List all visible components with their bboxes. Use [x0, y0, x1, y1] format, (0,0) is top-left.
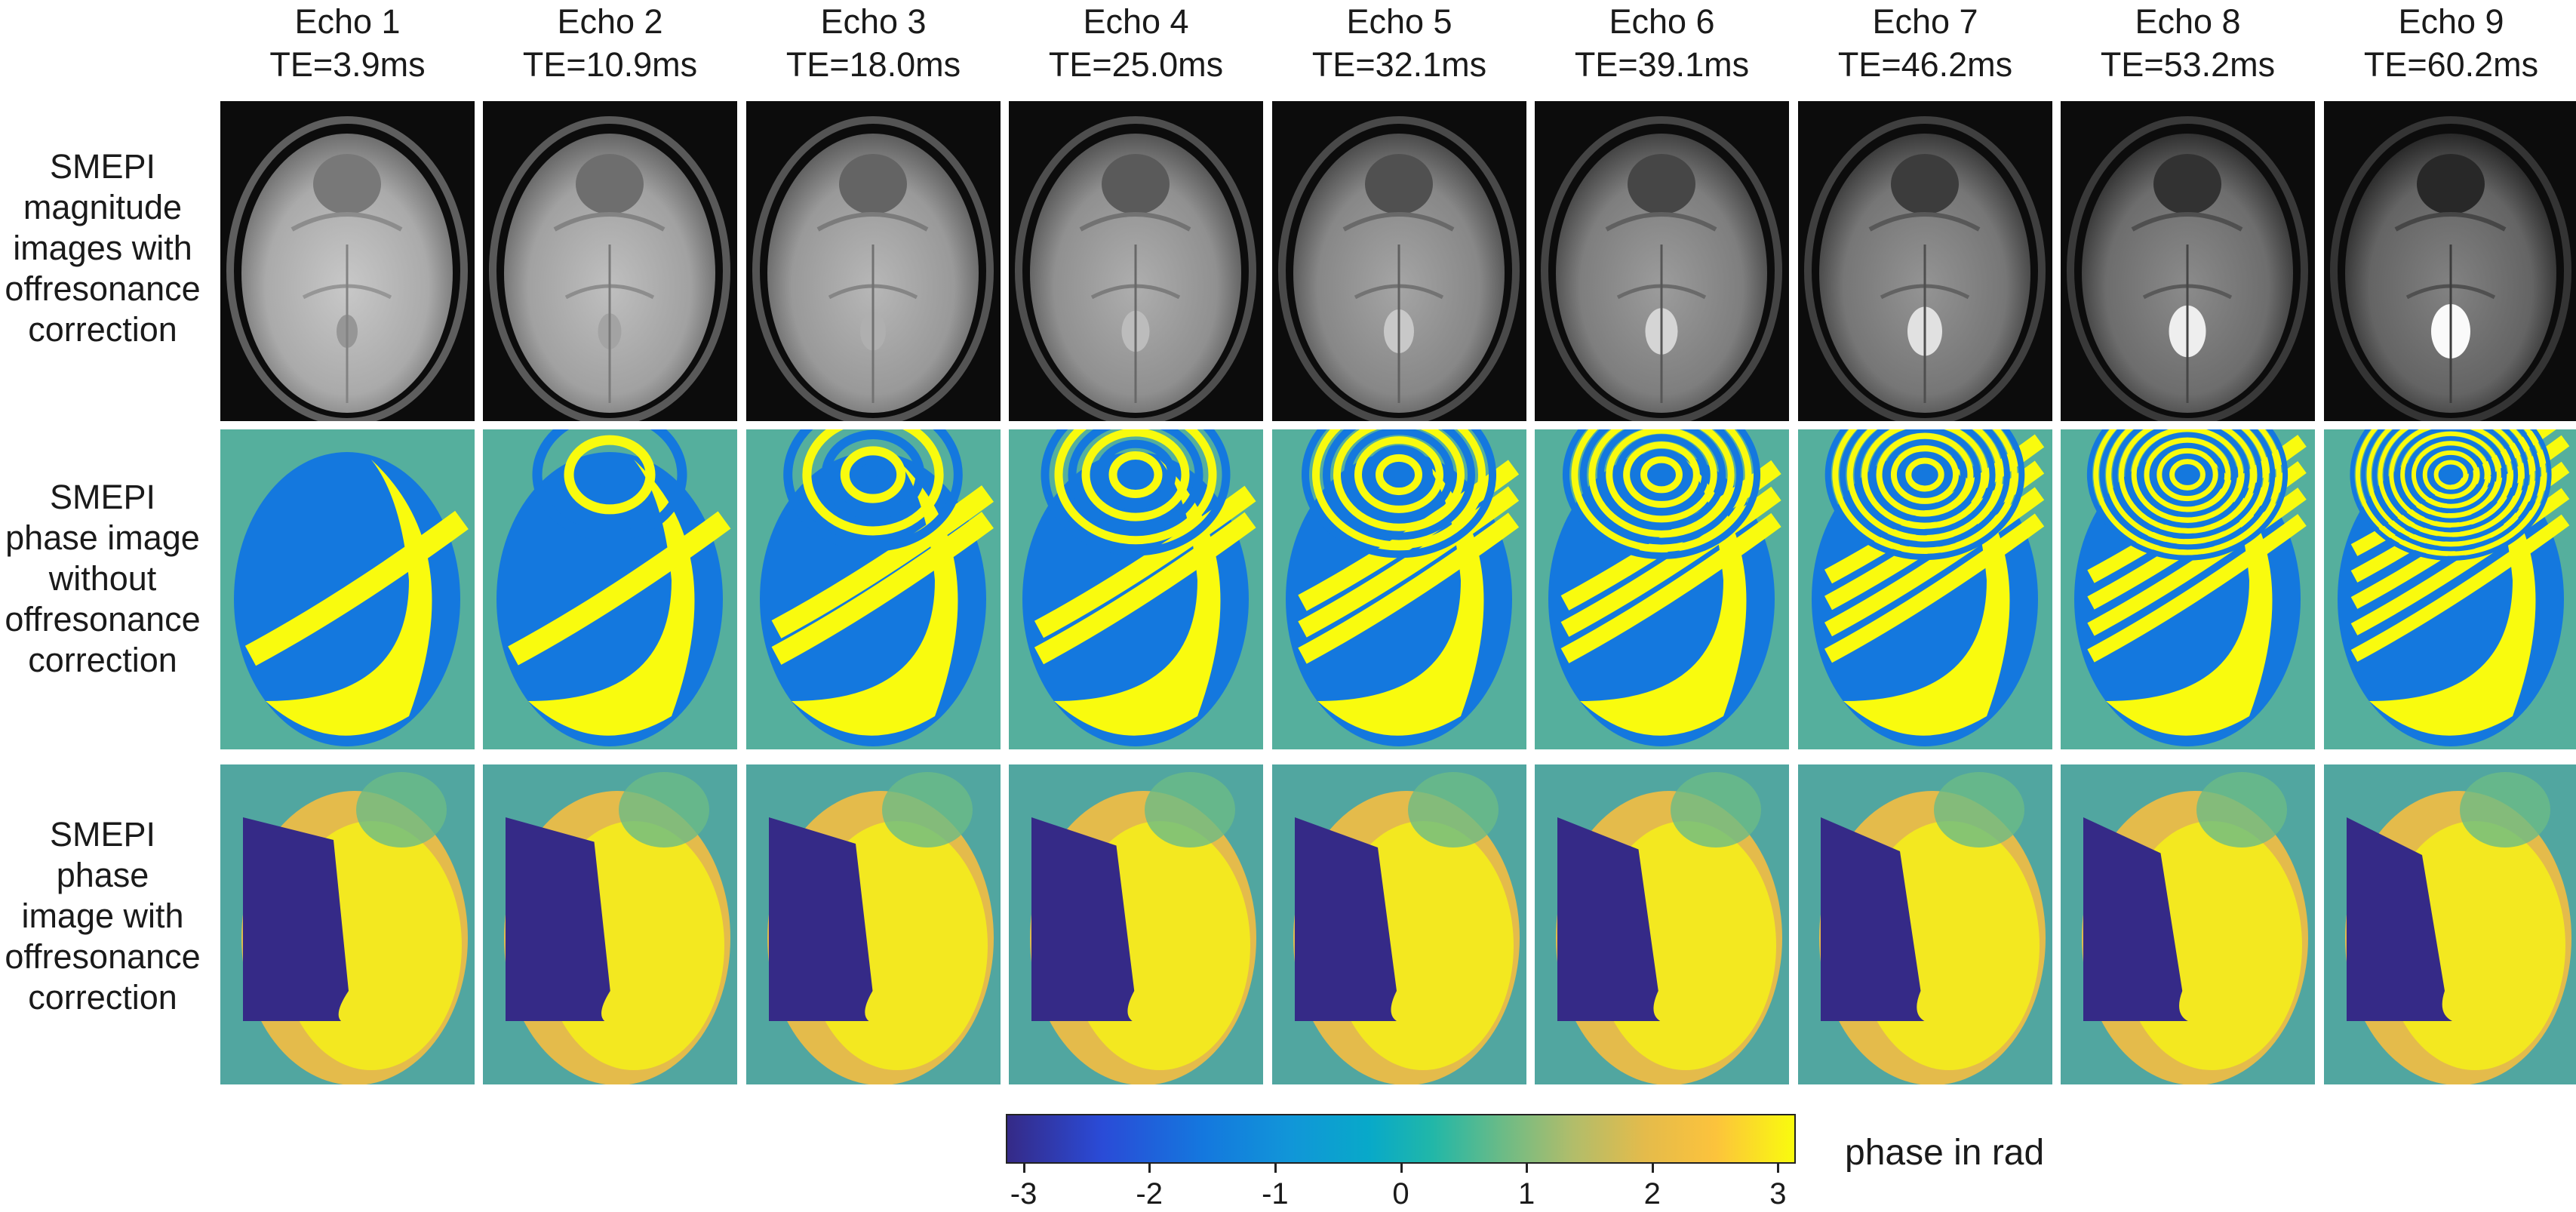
- row-label-line: phase image: [5, 518, 200, 557]
- magnitude-image-echo-2: [483, 101, 737, 421]
- magnitude-image-echo-5: [1272, 101, 1526, 421]
- phase-corrected-image-echo-2: [483, 764, 737, 1084]
- row-label-line: SMEPI: [49, 478, 156, 516]
- phase-corrected-image-echo-7: [1798, 764, 2052, 1084]
- row-label-line: without: [48, 559, 157, 598]
- te-label: TE=46.2ms: [1837, 45, 2013, 84]
- column-header-echo-4: Echo 4 TE=25.0ms: [1009, 0, 1263, 86]
- colorbar-tick-label: -1: [1262, 1177, 1289, 1210]
- row-label-line: image with: [21, 897, 184, 935]
- magnitude-image-echo-7: [1798, 101, 2052, 421]
- colorbar-tick-label: 1: [1518, 1177, 1535, 1210]
- phase-corrected-image-echo-9: [2324, 764, 2576, 1084]
- phase-uncorrected-image-echo-4: [1009, 429, 1263, 749]
- column-header-echo-2: Echo 2 TE=10.9ms: [483, 0, 737, 86]
- phase-uncorrected-image-echo-2: [483, 429, 737, 749]
- colorbar-tick-label: 2: [1643, 1177, 1661, 1210]
- phase-corrected-image-echo-3: [746, 764, 1001, 1084]
- row-label-line: magnitude: [23, 188, 183, 226]
- echo-label: Echo 3: [820, 2, 927, 41]
- row-label-line: SMEPI: [49, 147, 156, 186]
- phase-corrected-image-echo-1: [220, 764, 475, 1084]
- echo-label: Echo 5: [1346, 2, 1452, 41]
- magnitude-image-echo-9: [2324, 101, 2576, 421]
- colorbar-tick: [1148, 1164, 1151, 1173]
- row-label-line: offresonance: [5, 600, 201, 638]
- row-label-line: images with: [13, 229, 192, 267]
- phase-corrected-image-echo-5: [1272, 764, 1526, 1084]
- row-label-line: offresonance: [5, 269, 201, 308]
- row-label-line: phase: [56, 856, 149, 894]
- row-label-line: SMEPI: [49, 815, 156, 854]
- magnitude-image-echo-8: [2061, 101, 2315, 421]
- column-header-echo-6: Echo 6 TE=39.1ms: [1535, 0, 1789, 86]
- colorbar-tick: [1022, 1164, 1025, 1173]
- te-label: TE=39.1ms: [1574, 45, 1750, 84]
- phase-corrected-image-echo-4: [1009, 764, 1263, 1084]
- colorbar-tick: [1651, 1164, 1654, 1173]
- phase-uncorrected-image-echo-9: [2324, 429, 2576, 749]
- phase-uncorrected-image-echo-3: [746, 429, 1001, 749]
- column-header-echo-9: Echo 9 TE=60.2ms: [2324, 0, 2576, 86]
- colorbar-tick-label: -3: [1010, 1177, 1037, 1210]
- phase-uncorrected-image-echo-8: [2061, 429, 2315, 749]
- row-label-line: correction: [28, 310, 177, 349]
- phase-corrected-image-echo-6: [1535, 764, 1789, 1084]
- colorbar-title: phase in rad: [1845, 1133, 2045, 1173]
- colorbar-tick: [1400, 1164, 1403, 1173]
- row-label-magnitude: SMEPI magnitude images with offresonance cor…: [0, 146, 205, 350]
- te-label: TE=53.2ms: [2100, 45, 2276, 84]
- echo-label: Echo 6: [1609, 2, 1715, 41]
- te-label: TE=10.9ms: [522, 45, 698, 84]
- echo-label: Echo 4: [1083, 2, 1189, 41]
- colorbar-tick: [1777, 1164, 1780, 1173]
- echo-label: Echo 9: [2398, 2, 2504, 41]
- row-label-phase-corrected: SMEPI phase image with offresonance correcti…: [0, 814, 205, 1018]
- te-label: TE=3.9ms: [269, 45, 426, 84]
- colorbar-tick-label: 3: [1769, 1177, 1787, 1210]
- colorbar-tick-label: -2: [1136, 1177, 1163, 1210]
- colorbar-tick: [1274, 1164, 1277, 1173]
- row-label-line: correction: [28, 641, 177, 679]
- row-label-line: correction: [28, 978, 177, 1017]
- row-label-phase-uncorrected: SMEPI phase image without offresonance corre…: [0, 477, 205, 681]
- echo-label: Echo 7: [1872, 2, 1978, 41]
- column-header-echo-8: Echo 8 TE=53.2ms: [2061, 0, 2315, 86]
- phase-uncorrected-image-echo-6: [1535, 429, 1789, 749]
- echo-label: Echo 2: [557, 2, 663, 41]
- colorbar-tick-label: 0: [1392, 1177, 1409, 1210]
- column-header-echo-5: Echo 5 TE=32.1ms: [1272, 0, 1526, 86]
- magnitude-image-echo-6: [1535, 101, 1789, 421]
- phase-uncorrected-image-echo-1: [220, 429, 475, 749]
- te-label: TE=60.2ms: [2363, 45, 2539, 84]
- te-label: TE=25.0ms: [1048, 45, 1224, 84]
- phase-corrected-image-echo-8: [2061, 764, 2315, 1084]
- column-header-echo-7: Echo 7 TE=46.2ms: [1798, 0, 2052, 86]
- magnitude-image-echo-3: [746, 101, 1001, 421]
- colorbar-tick: [1526, 1164, 1529, 1173]
- magnitude-image-echo-1: [220, 101, 475, 421]
- te-label: TE=18.0ms: [785, 45, 961, 84]
- echo-label: Echo 8: [2135, 2, 2241, 41]
- column-header-echo-1: Echo 1 TE=3.9ms: [220, 0, 475, 86]
- row-label-line: offresonance: [5, 937, 201, 976]
- te-label: TE=32.1ms: [1311, 45, 1487, 84]
- phase-uncorrected-image-echo-7: [1798, 429, 2052, 749]
- phase-uncorrected-image-echo-5: [1272, 429, 1526, 749]
- magnitude-image-echo-4: [1009, 101, 1263, 421]
- column-header-echo-3: Echo 3 TE=18.0ms: [746, 0, 1001, 86]
- echo-label: Echo 1: [294, 2, 401, 41]
- phase-colorbar: [1006, 1114, 1796, 1164]
